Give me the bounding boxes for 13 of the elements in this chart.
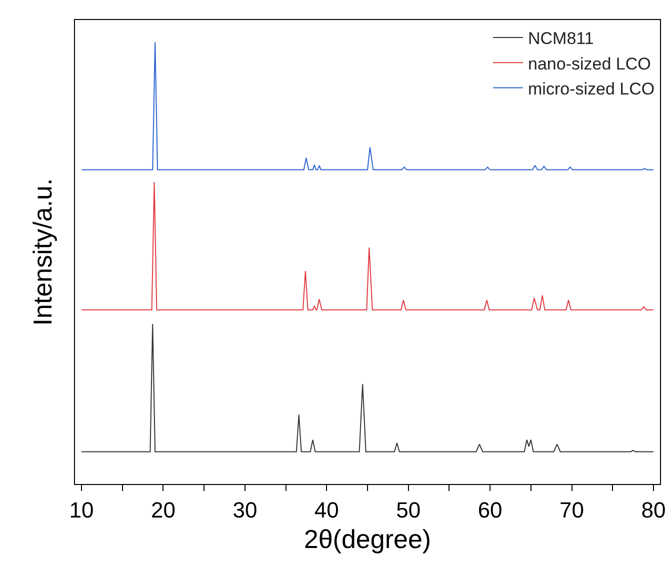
x-tick-label: 50: [396, 497, 421, 522]
x-axis-title: 2θ(degree): [304, 524, 432, 554]
x-tick-label: 40: [314, 497, 339, 522]
x-tick-label: 80: [641, 497, 666, 522]
x-tick-label: 30: [232, 497, 258, 522]
x-tick-label: 70: [560, 497, 584, 522]
legend-label: NCM811: [528, 29, 594, 48]
y-axis-title: Intensity/a.u.: [27, 178, 58, 326]
x-tick-label: 60: [478, 497, 502, 522]
legend-label: micro-sized LCO: [528, 79, 655, 98]
legend-label: nano-sized LCO: [528, 54, 651, 74]
x-tick-label: 20: [151, 497, 176, 522]
x-tick-label: 10: [69, 497, 94, 522]
